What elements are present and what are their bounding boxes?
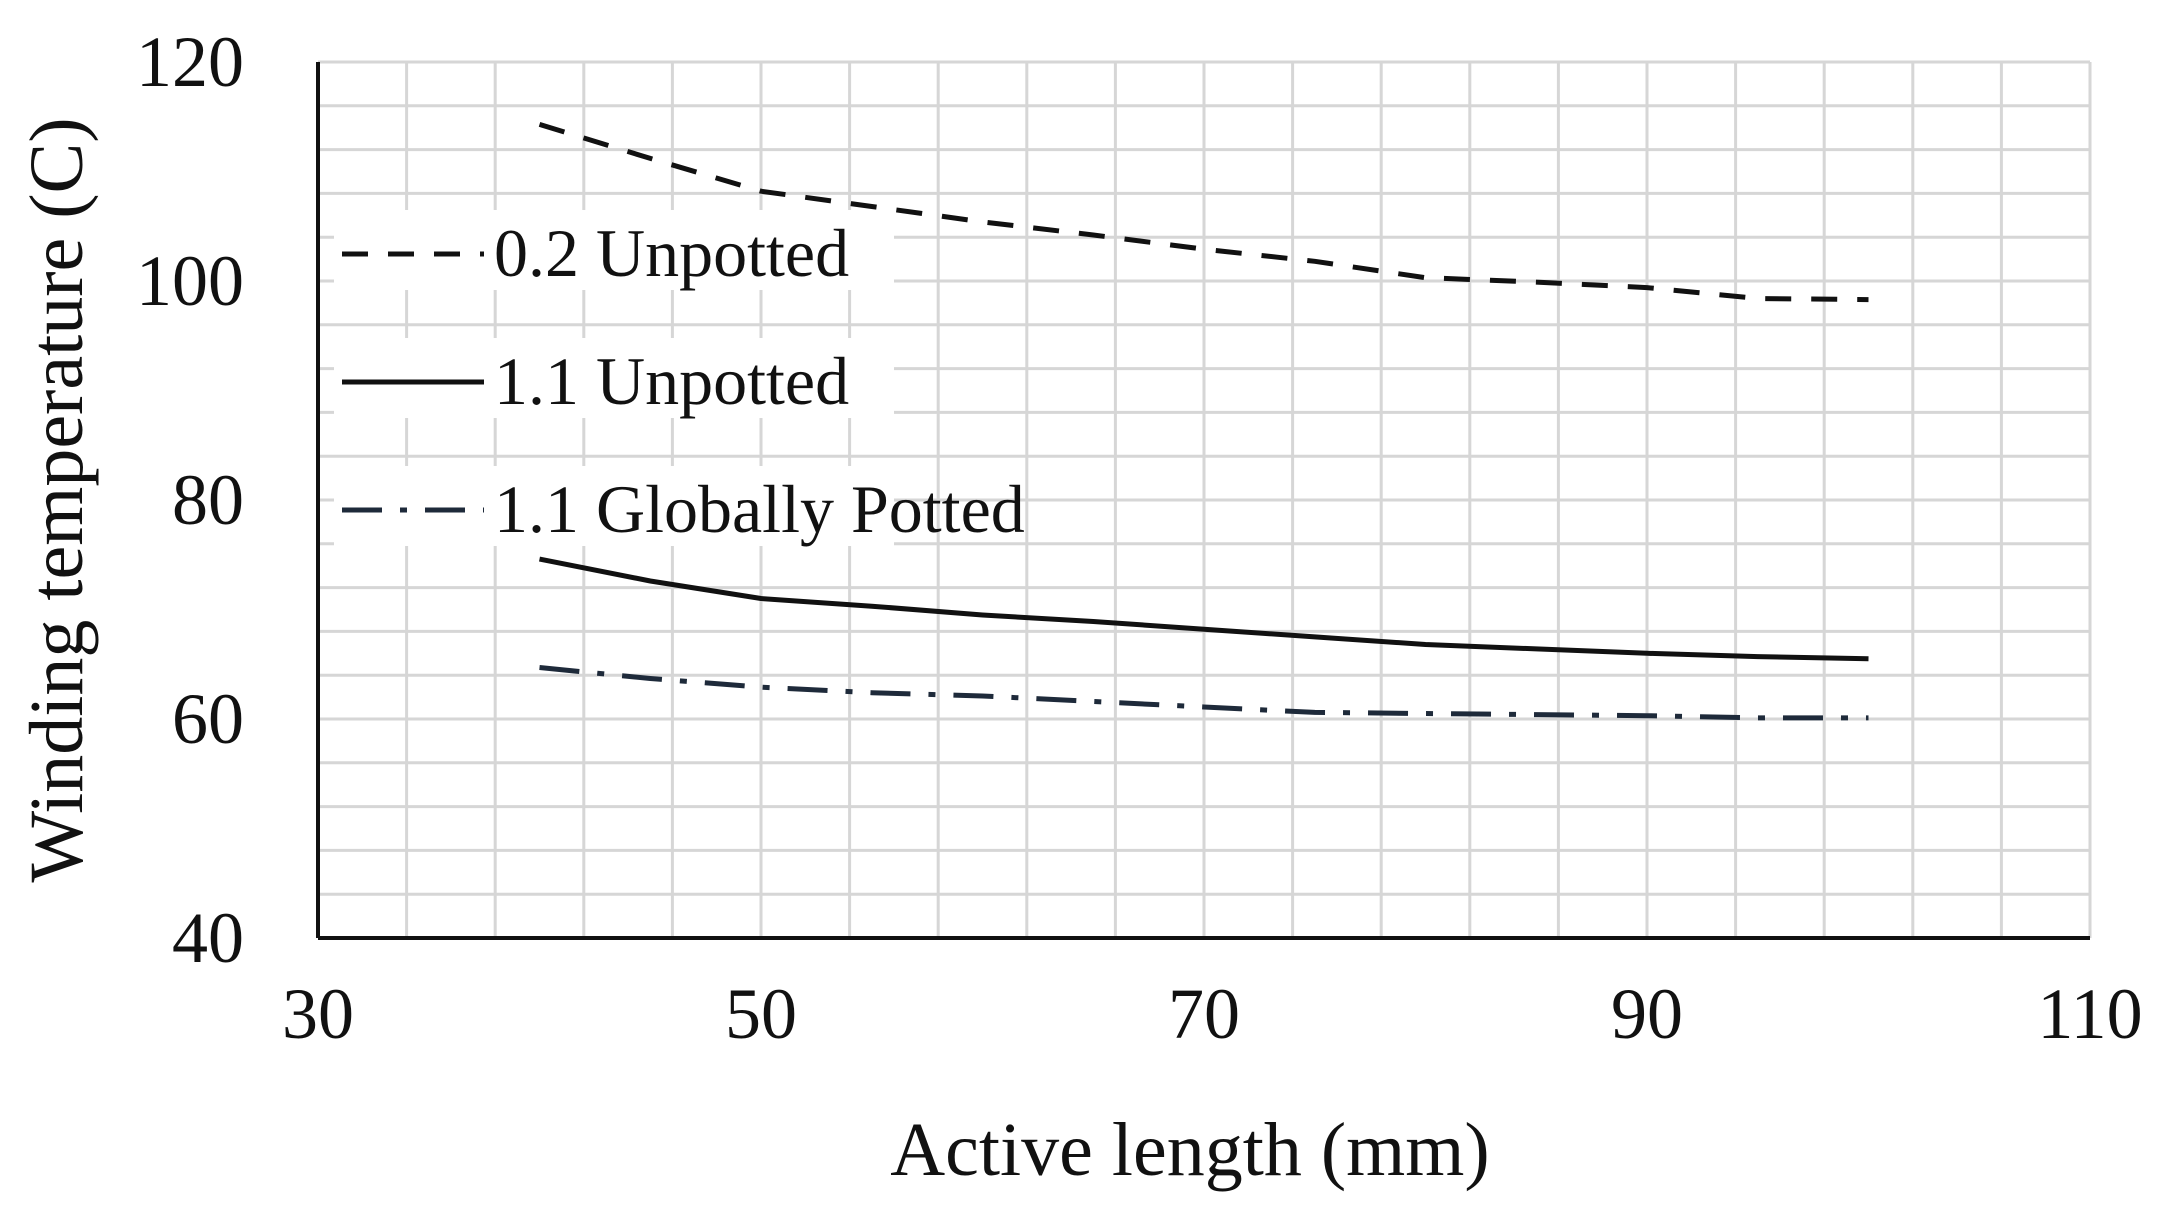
- series-line-1: [538, 122, 1869, 303]
- legend-backdrop: [334, 466, 894, 546]
- tick-labels: 30 50 70 90 110 40 60 80 100 120: [136, 22, 2143, 1054]
- y-tick-label: 80: [172, 460, 244, 540]
- y-tick-label: 60: [172, 679, 244, 759]
- x-tick-label: 90: [1611, 974, 1683, 1054]
- y-axis-title: Winding temperature (C): [15, 117, 99, 882]
- x-tick-label: 110: [2037, 974, 2142, 1054]
- gridlines: [318, 60, 2092, 938]
- series-lines: [538, 122, 1869, 721]
- x-tick-label: 50: [725, 974, 797, 1054]
- x-tick-label: 70: [1168, 974, 1240, 1054]
- legend-backdrop: [334, 210, 894, 290]
- legend: 0.2 Unpotted 1.1 Unpotted 1.1 Globally Pot…: [334, 210, 1025, 547]
- y-tick-label: 120: [136, 22, 244, 102]
- series-line-3: [539, 665, 1869, 721]
- series-line-2: [539, 556, 1869, 662]
- y-tick-label: 40: [172, 898, 244, 978]
- y-tick-label: 100: [136, 241, 244, 321]
- legend-backdrop: [334, 338, 894, 418]
- axes: [316, 62, 2090, 940]
- x-tick-label: 30: [282, 974, 354, 1054]
- legend-label-3: 1.1 Globally Potted: [494, 471, 1025, 547]
- legend-label-2: 1.1 Unpotted: [494, 343, 849, 419]
- x-axis-title: Active length (mm): [890, 1108, 1489, 1192]
- legend-label-1: 0.2 Unpotted: [494, 215, 849, 291]
